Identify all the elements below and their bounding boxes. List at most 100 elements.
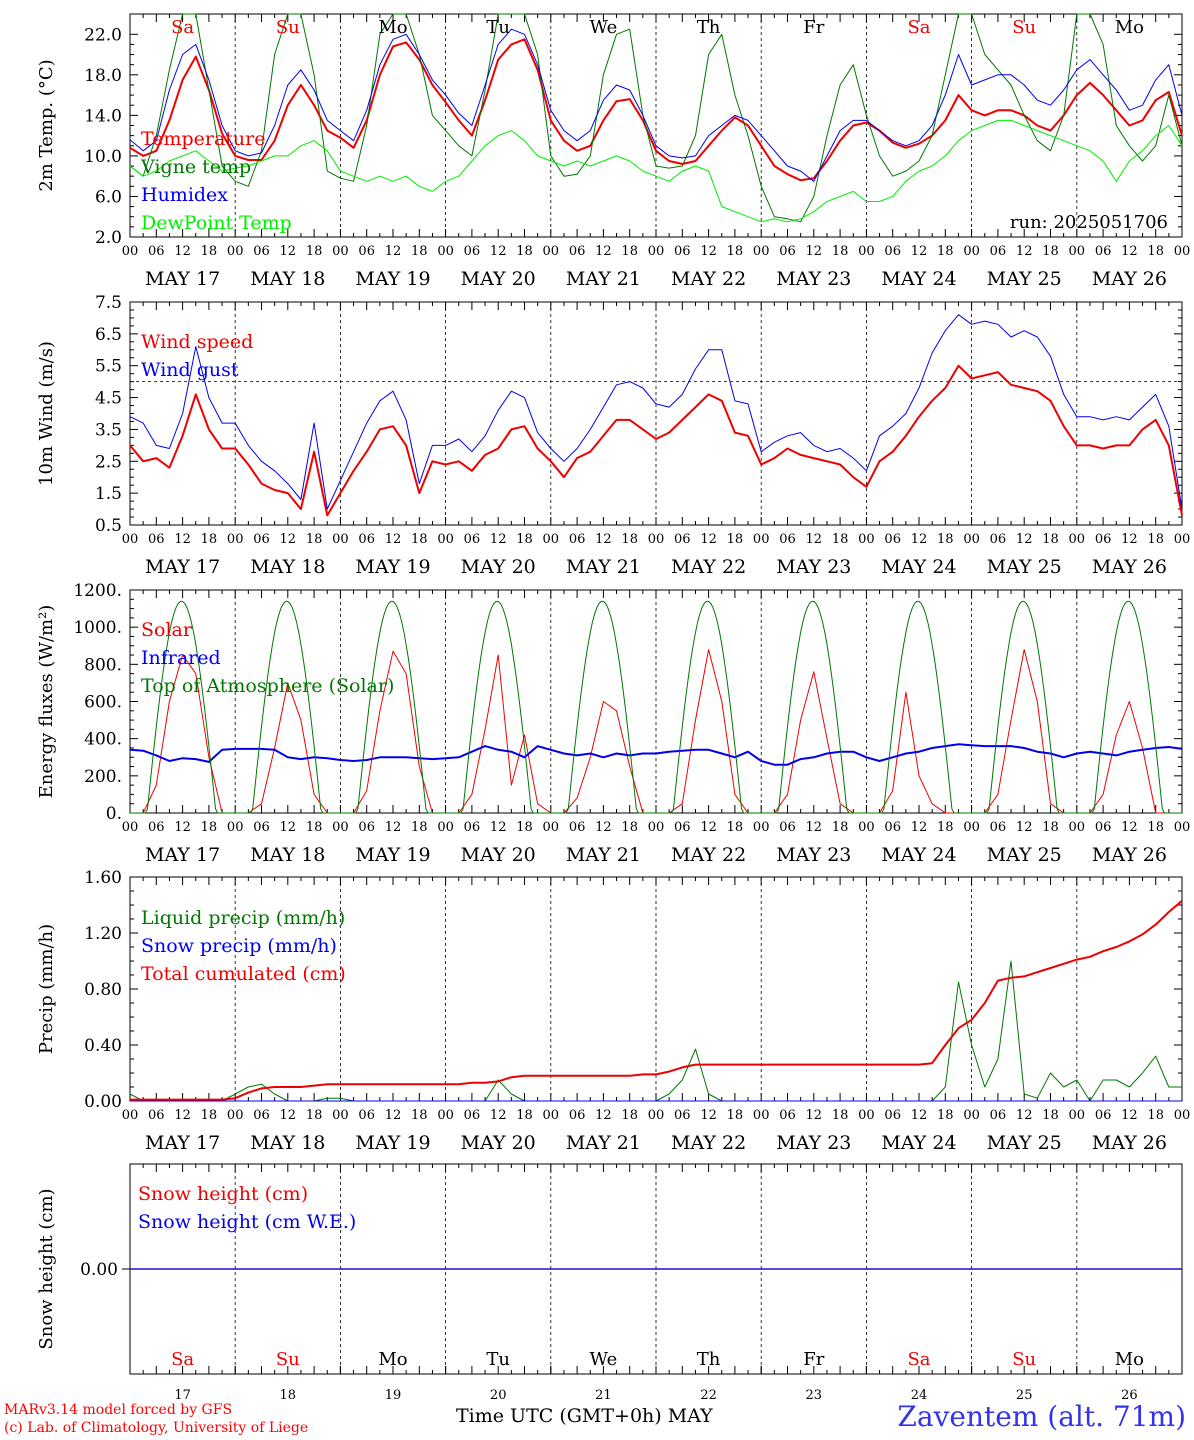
weekday-label: Sa bbox=[907, 1349, 930, 1370]
y-axis-label: Precip (mm/h) bbox=[36, 924, 57, 1054]
x-axis-title: Time UTC (GMT+0h) bbox=[456, 1405, 662, 1427]
y-tick-label: 0. bbox=[106, 804, 122, 824]
y-tick-label: 1200. bbox=[73, 581, 122, 601]
x-hour-label: 00 bbox=[648, 1108, 665, 1123]
day-number-label: 21 bbox=[595, 1388, 612, 1403]
x-hour-label: 18 bbox=[1147, 244, 1164, 259]
x-axis-month: MAY bbox=[667, 1405, 713, 1427]
x-day-label: MAY 22 bbox=[671, 1132, 746, 1154]
x-hour-label: 12 bbox=[490, 244, 507, 259]
x-hour-label: 12 bbox=[174, 532, 191, 547]
x-hour-label: 12 bbox=[280, 244, 297, 259]
series-line-2 bbox=[130, 900, 1183, 1101]
x-hour-label: 00 bbox=[543, 1108, 560, 1123]
x-day-label: MAY 18 bbox=[250, 1132, 325, 1154]
x-hour-label: 18 bbox=[306, 820, 323, 835]
x-hour-label: 18 bbox=[306, 532, 323, 547]
weekday-label: Mo bbox=[378, 17, 407, 38]
x-hour-label: 12 bbox=[280, 532, 297, 547]
x-hour-label: 06 bbox=[569, 1108, 586, 1123]
x-day-label: MAY 21 bbox=[566, 556, 641, 578]
x-hour-label: 06 bbox=[464, 532, 481, 547]
x-hour-label: 06 bbox=[779, 244, 796, 259]
x-day-label: MAY 18 bbox=[250, 556, 325, 578]
x-day-label: MAY 18 bbox=[250, 844, 325, 866]
x-hour-label: 06 bbox=[779, 820, 796, 835]
x-day-label: MAY 17 bbox=[145, 556, 220, 578]
x-hour-label: 12 bbox=[700, 244, 717, 259]
weekday-label: Fr bbox=[803, 1349, 824, 1370]
x-hour-label: 12 bbox=[700, 820, 717, 835]
x-hour-label: 00 bbox=[858, 244, 875, 259]
x-hour-label: 18 bbox=[1042, 820, 1059, 835]
weekday-label: Su bbox=[276, 1349, 300, 1370]
x-hour-label: 06 bbox=[884, 820, 901, 835]
x-day-label: MAY 24 bbox=[881, 1132, 956, 1154]
series-line-1 bbox=[129, 743, 1183, 766]
x-day-label: MAY 23 bbox=[776, 1132, 851, 1154]
x-hour-label: 00 bbox=[122, 532, 139, 547]
day-number-label: 24 bbox=[911, 1388, 928, 1403]
legend-entry: Liquid precip (mm/h) bbox=[141, 907, 345, 929]
x-hour-label: 06 bbox=[990, 532, 1007, 547]
y-tick-label: 0.40 bbox=[84, 1036, 122, 1056]
x-hour-label: 18 bbox=[201, 1108, 218, 1123]
legend-entry: Wind gust bbox=[141, 359, 239, 381]
x-hour-label: 18 bbox=[832, 244, 849, 259]
x-hour-label: 18 bbox=[832, 532, 849, 547]
day-number-label: 17 bbox=[174, 1388, 191, 1403]
y-tick-label: 1.60 bbox=[84, 868, 122, 888]
x-day-label: MAY 21 bbox=[566, 1132, 641, 1154]
x-day-label: MAY 24 bbox=[881, 268, 956, 290]
x-hour-label: 00 bbox=[543, 244, 560, 259]
x-hour-label: 06 bbox=[884, 1108, 901, 1123]
legend-entry: Top of Atmosphere (Solar) bbox=[141, 675, 394, 697]
x-hour-label: 06 bbox=[674, 820, 691, 835]
x-hour-label: 12 bbox=[490, 820, 507, 835]
weekday-label: Mo bbox=[378, 1349, 407, 1370]
x-hour-label: 00 bbox=[963, 244, 980, 259]
weekday-label: Fr bbox=[803, 17, 824, 38]
x-hour-label: 00 bbox=[437, 532, 454, 547]
x-hour-label: 06 bbox=[1095, 1108, 1112, 1123]
plot-frame bbox=[129, 589, 1183, 814]
x-hour-label: 06 bbox=[253, 532, 270, 547]
y-tick-label: 1000. bbox=[73, 618, 122, 638]
legend-entry: Snow precip (mm/h) bbox=[141, 935, 337, 957]
x-hour-label: 00 bbox=[122, 244, 139, 259]
x-hour-label: 00 bbox=[1174, 532, 1191, 547]
x-hour-label: 00 bbox=[753, 532, 770, 547]
x-hour-label: 00 bbox=[543, 532, 560, 547]
legend-entry: Infrared bbox=[141, 647, 221, 669]
x-day-label: MAY 21 bbox=[566, 268, 641, 290]
x-hour-label: 06 bbox=[464, 820, 481, 835]
x-hour-label: 06 bbox=[148, 1108, 165, 1123]
x-hour-label: 06 bbox=[779, 1108, 796, 1123]
x-day-label: MAY 19 bbox=[355, 844, 430, 866]
x-hour-label: 12 bbox=[1121, 244, 1138, 259]
x-hour-label: 12 bbox=[174, 820, 191, 835]
x-day-label: MAY 26 bbox=[1092, 556, 1167, 578]
x-day-label: MAY 19 bbox=[355, 1132, 430, 1154]
day-number-label: 22 bbox=[700, 1388, 717, 1403]
x-day-label: MAY 17 bbox=[145, 268, 220, 290]
x-hour-label: 18 bbox=[727, 532, 744, 547]
x-hour-label: 00 bbox=[858, 532, 875, 547]
legend-entry: Solar bbox=[141, 619, 193, 641]
x-day-label: MAY 26 bbox=[1092, 1132, 1167, 1154]
y-tick-label: 0.80 bbox=[84, 980, 122, 1000]
weekday-label: Th bbox=[697, 1349, 721, 1370]
weekday-label: Su bbox=[276, 17, 300, 38]
x-hour-label: 06 bbox=[569, 244, 586, 259]
weekday-label: Sa bbox=[171, 1349, 194, 1370]
x-hour-label: 00 bbox=[753, 1108, 770, 1123]
y-tick-label: 6.0 bbox=[95, 187, 122, 207]
x-day-label: MAY 18 bbox=[250, 268, 325, 290]
x-day-label: MAY 19 bbox=[355, 268, 430, 290]
x-hour-label: 00 bbox=[227, 244, 244, 259]
x-hour-label: 12 bbox=[806, 1108, 823, 1123]
x-hour-label: 12 bbox=[1016, 1108, 1033, 1123]
x-hour-label: 06 bbox=[884, 244, 901, 259]
y-axis-label: Snow height (cm) bbox=[36, 1188, 57, 1349]
x-hour-label: 18 bbox=[411, 532, 428, 547]
